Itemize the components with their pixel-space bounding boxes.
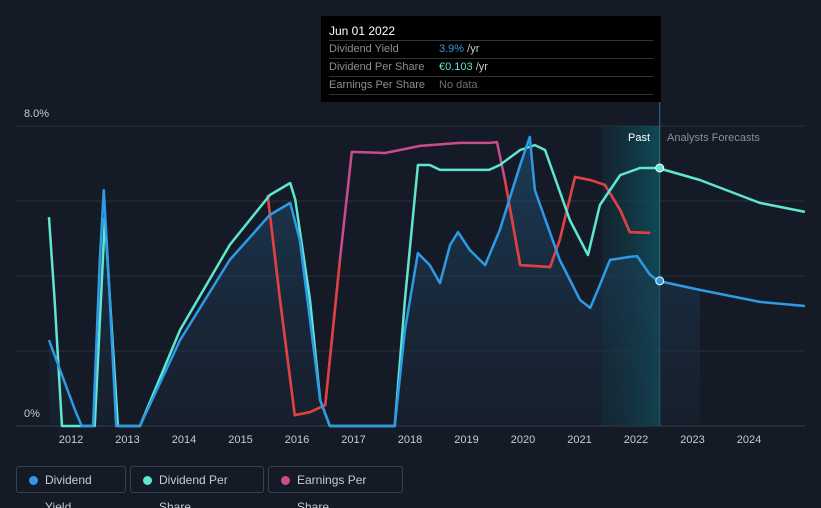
legend-dividend-yield[interactable]: Dividend Yield bbox=[16, 466, 126, 508]
tooltip: Jun 01 2022 Dividend Yield 3.9% /yr Divid… bbox=[321, 16, 661, 102]
x-tick-label: 2013 bbox=[115, 434, 139, 446]
tooltip-row-yield: Dividend Yield 3.9% /yr bbox=[329, 40, 653, 58]
x-tick-label: 2017 bbox=[341, 434, 365, 446]
x-tick-label: 2024 bbox=[737, 434, 761, 446]
tooltip-row-eps: Earnings Per Share No data bbox=[329, 76, 653, 95]
tooltip-unit: /yr bbox=[472, 61, 488, 73]
x-tick-label: 2014 bbox=[172, 434, 196, 446]
y-tick-top: 8.0% bbox=[24, 108, 50, 120]
y-tick-zero: 0% bbox=[24, 408, 40, 420]
tooltip-value: 3.9% bbox=[439, 43, 465, 55]
x-tick-label: 2020 bbox=[511, 434, 535, 446]
tooltip-label: Dividend Per Share bbox=[329, 61, 425, 73]
legend-earnings-per-share[interactable]: Earnings Per Share bbox=[268, 466, 403, 508]
legend-dividend-per-share[interactable]: Dividend Per Share bbox=[130, 466, 264, 508]
x-tick-label: 2019 bbox=[454, 434, 478, 446]
legend-label: Dividend Per Share bbox=[159, 473, 228, 508]
dot-icon bbox=[281, 476, 290, 485]
x-tick-label: 2018 bbox=[398, 434, 422, 446]
dot-icon bbox=[29, 476, 38, 485]
legend-label: Earnings Per Share bbox=[297, 473, 367, 508]
legend-label: Dividend Yield bbox=[45, 473, 92, 508]
yield-area bbox=[48, 136, 700, 426]
x-tick-label: 2016 bbox=[285, 434, 309, 446]
eps-line-decline bbox=[266, 194, 342, 417]
tooltip-value: €0.103 bbox=[439, 61, 473, 73]
yield-marker bbox=[655, 276, 665, 286]
tooltip-unit: /yr bbox=[464, 43, 480, 55]
x-tick-label: 2023 bbox=[680, 434, 704, 446]
dot-icon bbox=[143, 476, 152, 485]
x-tick-label: 2012 bbox=[59, 434, 83, 446]
x-tick-label: 2021 bbox=[567, 434, 591, 446]
dps-marker bbox=[655, 163, 665, 173]
tooltip-value: No data bbox=[439, 79, 478, 91]
tooltip-label: Earnings Per Share bbox=[329, 79, 425, 91]
tooltip-row-dps: Dividend Per Share €0.103 /yr bbox=[329, 58, 653, 76]
tooltip-label: Dividend Yield bbox=[329, 43, 399, 55]
x-tick-label: 2022 bbox=[624, 434, 648, 446]
yield-line bbox=[47, 135, 806, 428]
tooltip-date: Jun 01 2022 bbox=[329, 24, 396, 38]
past-label: Past bbox=[628, 132, 651, 144]
forecast-label: Analysts Forecasts bbox=[667, 132, 760, 144]
eps-line-decline bbox=[503, 175, 651, 269]
x-tick-label: 2015 bbox=[228, 434, 252, 446]
